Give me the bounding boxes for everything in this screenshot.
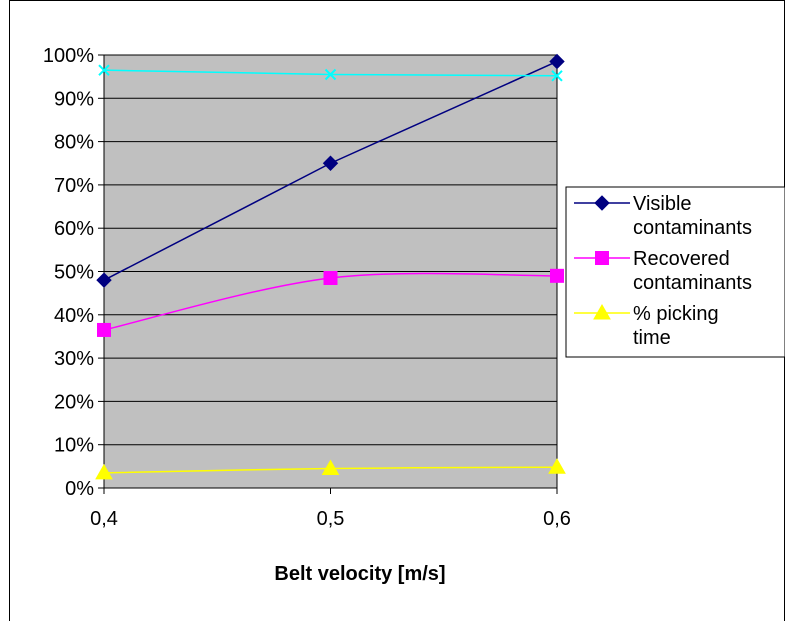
- y-tick-label: 10%: [54, 435, 94, 457]
- data-point-1: [550, 269, 564, 283]
- y-tick-label: 50%: [54, 262, 94, 284]
- y-tick-label: 80%: [54, 132, 94, 154]
- x-tick-label: 0,6: [543, 508, 571, 530]
- y-tick-label: 60%: [54, 218, 94, 240]
- data-point-1: [97, 323, 111, 337]
- x-axis-label: Belt velocity [m/s]: [274, 563, 445, 585]
- y-tick-label: 70%: [54, 175, 94, 197]
- x-axis: 0,4 0,5 0,6: [90, 488, 571, 530]
- y-tick-label: 20%: [54, 391, 94, 413]
- y-tick-label: 90%: [54, 88, 94, 110]
- x-tick-label: 0,4: [90, 508, 118, 530]
- legend-label: % picking: [633, 303, 719, 325]
- legend-label: contaminants: [633, 217, 752, 239]
- legend-label: Recovered: [633, 248, 730, 270]
- legend: VisiblecontaminantsRecoveredcontaminants…: [566, 187, 785, 357]
- legend-marker: [595, 251, 609, 265]
- data-point-1: [324, 271, 338, 285]
- x-tick-label: 0,5: [317, 508, 345, 530]
- y-tick-label: 100%: [43, 45, 94, 67]
- y-axis: 0% 10% 20% 30% 40% 50% 60% 70% 80% 90% 100%: [43, 45, 104, 500]
- y-tick-label: 0%: [65, 478, 94, 500]
- legend-label: time: [633, 327, 671, 349]
- legend-label: contaminants: [633, 272, 752, 294]
- y-tick-label: 40%: [54, 305, 94, 327]
- y-tick-label: 30%: [54, 348, 94, 370]
- legend-label: Visible: [633, 193, 692, 215]
